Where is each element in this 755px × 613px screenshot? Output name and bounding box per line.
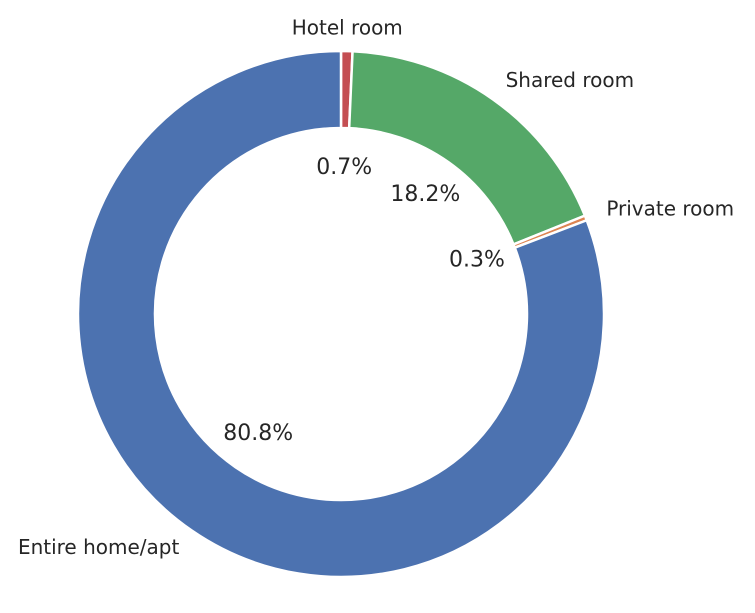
pct-label-shared-room: 18.2% bbox=[390, 182, 460, 207]
pct-label-entire-home-apt: 80.8% bbox=[223, 421, 293, 446]
slice-label-hotel-room: Hotel room bbox=[292, 16, 403, 40]
slice-label-shared-room: Shared room bbox=[506, 68, 635, 92]
pct-label-hotel-room: 0.7% bbox=[316, 155, 372, 180]
slice-label-entire-home-apt: Entire home/apt bbox=[18, 535, 180, 559]
pct-label-private-room: 0.3% bbox=[449, 248, 505, 273]
slice-label-private-room: Private room bbox=[606, 196, 734, 220]
slice-entire-home-apt bbox=[76, 49, 606, 579]
